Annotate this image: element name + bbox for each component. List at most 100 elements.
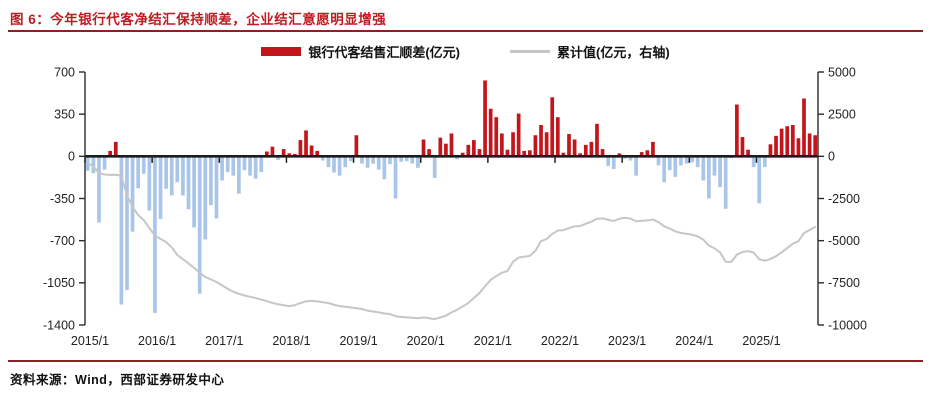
bar bbox=[544, 132, 549, 157]
bar bbox=[404, 156, 409, 162]
bar bbox=[270, 146, 275, 157]
bar bbox=[466, 144, 471, 157]
bar bbox=[376, 156, 381, 170]
bar bbox=[488, 108, 493, 157]
bar bbox=[281, 149, 286, 157]
bar bbox=[684, 156, 689, 164]
bar bbox=[354, 135, 359, 157]
x-axis-label: 2018/1 bbox=[272, 334, 310, 348]
bar bbox=[790, 125, 795, 157]
bar bbox=[343, 156, 348, 168]
bar bbox=[108, 150, 113, 157]
bar bbox=[360, 156, 364, 164]
left-axis-tick-label: -1400 bbox=[43, 318, 75, 332]
bar bbox=[438, 137, 443, 157]
left-axis-tick-label: -350 bbox=[50, 192, 75, 206]
bar bbox=[483, 80, 487, 157]
bar bbox=[757, 156, 762, 204]
bar bbox=[522, 150, 527, 157]
bar bbox=[785, 126, 790, 157]
bar bbox=[203, 156, 208, 240]
x-axis-label: 2024/1 bbox=[675, 334, 713, 348]
bar bbox=[136, 156, 141, 189]
bar bbox=[561, 152, 566, 157]
right-axis-tick-label: 0 bbox=[828, 150, 835, 164]
bar bbox=[164, 156, 168, 189]
right-axis-tick-label: -7500 bbox=[828, 276, 860, 290]
left-axis-tick-label: -1050 bbox=[43, 276, 75, 290]
figure-title: 图 6：今年银行代客净结汇保持顺差，企业结汇意愿明显增强 bbox=[10, 12, 387, 27]
header-divider bbox=[8, 30, 923, 32]
bar bbox=[707, 156, 711, 199]
bar bbox=[399, 156, 403, 162]
bar bbox=[259, 156, 264, 172]
x-axis-label: 2020/1 bbox=[407, 334, 445, 348]
bar bbox=[421, 139, 426, 157]
bar bbox=[231, 156, 236, 176]
bar-series-swatch bbox=[261, 47, 302, 56]
bar bbox=[679, 156, 683, 166]
bar bbox=[147, 156, 152, 211]
bar bbox=[746, 149, 750, 157]
bar bbox=[583, 144, 588, 157]
x-axis-label: 2017/1 bbox=[205, 334, 243, 348]
bar bbox=[225, 156, 230, 172]
bar bbox=[388, 156, 392, 165]
bar bbox=[718, 156, 722, 188]
bar bbox=[578, 153, 583, 157]
bar bbox=[326, 156, 331, 168]
bar bbox=[186, 156, 191, 210]
bar bbox=[332, 156, 336, 173]
right-axis-tick-label: -2500 bbox=[828, 192, 860, 206]
bar bbox=[505, 149, 510, 157]
x-axis-label: 2023/1 bbox=[608, 334, 646, 348]
bar bbox=[209, 156, 213, 206]
line-series-label: 累计值(亿元，右轴) bbox=[557, 45, 670, 60]
bar bbox=[667, 156, 672, 171]
bar bbox=[192, 156, 196, 228]
right-axis-tick-label: 5000 bbox=[828, 65, 856, 79]
bar bbox=[444, 143, 448, 157]
bar bbox=[265, 151, 269, 157]
bar bbox=[410, 156, 415, 164]
x-axis-label: 2021/1 bbox=[474, 334, 512, 348]
bar bbox=[130, 156, 135, 232]
bar bbox=[214, 156, 219, 219]
bar bbox=[796, 138, 801, 157]
bar bbox=[511, 132, 515, 157]
bar bbox=[119, 156, 124, 305]
x-axis-label: 2022/1 bbox=[541, 334, 579, 348]
bar bbox=[449, 133, 454, 157]
bar bbox=[141, 156, 146, 174]
bar bbox=[181, 156, 185, 196]
bar bbox=[102, 156, 107, 170]
legend-item-bar-series: 银行代客结售汇顺差(亿元) bbox=[261, 42, 460, 61]
bar bbox=[712, 156, 717, 176]
bar bbox=[673, 156, 678, 177]
bar bbox=[723, 156, 728, 209]
bar bbox=[656, 156, 661, 166]
bar bbox=[158, 156, 163, 219]
right-axis-tick-label: -10000 bbox=[828, 318, 867, 332]
bar bbox=[802, 98, 806, 157]
bar bbox=[617, 153, 622, 157]
bar bbox=[477, 149, 482, 157]
bar bbox=[550, 97, 555, 157]
bar bbox=[309, 145, 314, 157]
bar bbox=[762, 156, 767, 168]
bar bbox=[348, 156, 353, 162]
bar bbox=[315, 150, 320, 157]
bar bbox=[97, 156, 101, 223]
bar bbox=[460, 152, 465, 157]
bar bbox=[242, 156, 247, 171]
bar bbox=[735, 104, 739, 157]
bar bbox=[695, 156, 700, 168]
bar bbox=[197, 156, 202, 294]
bar bbox=[611, 156, 616, 169]
bar bbox=[740, 137, 745, 157]
x-axis-label: 2015/1 bbox=[71, 334, 109, 348]
bar bbox=[751, 156, 756, 168]
bar bbox=[365, 156, 370, 168]
bar bbox=[500, 133, 504, 157]
